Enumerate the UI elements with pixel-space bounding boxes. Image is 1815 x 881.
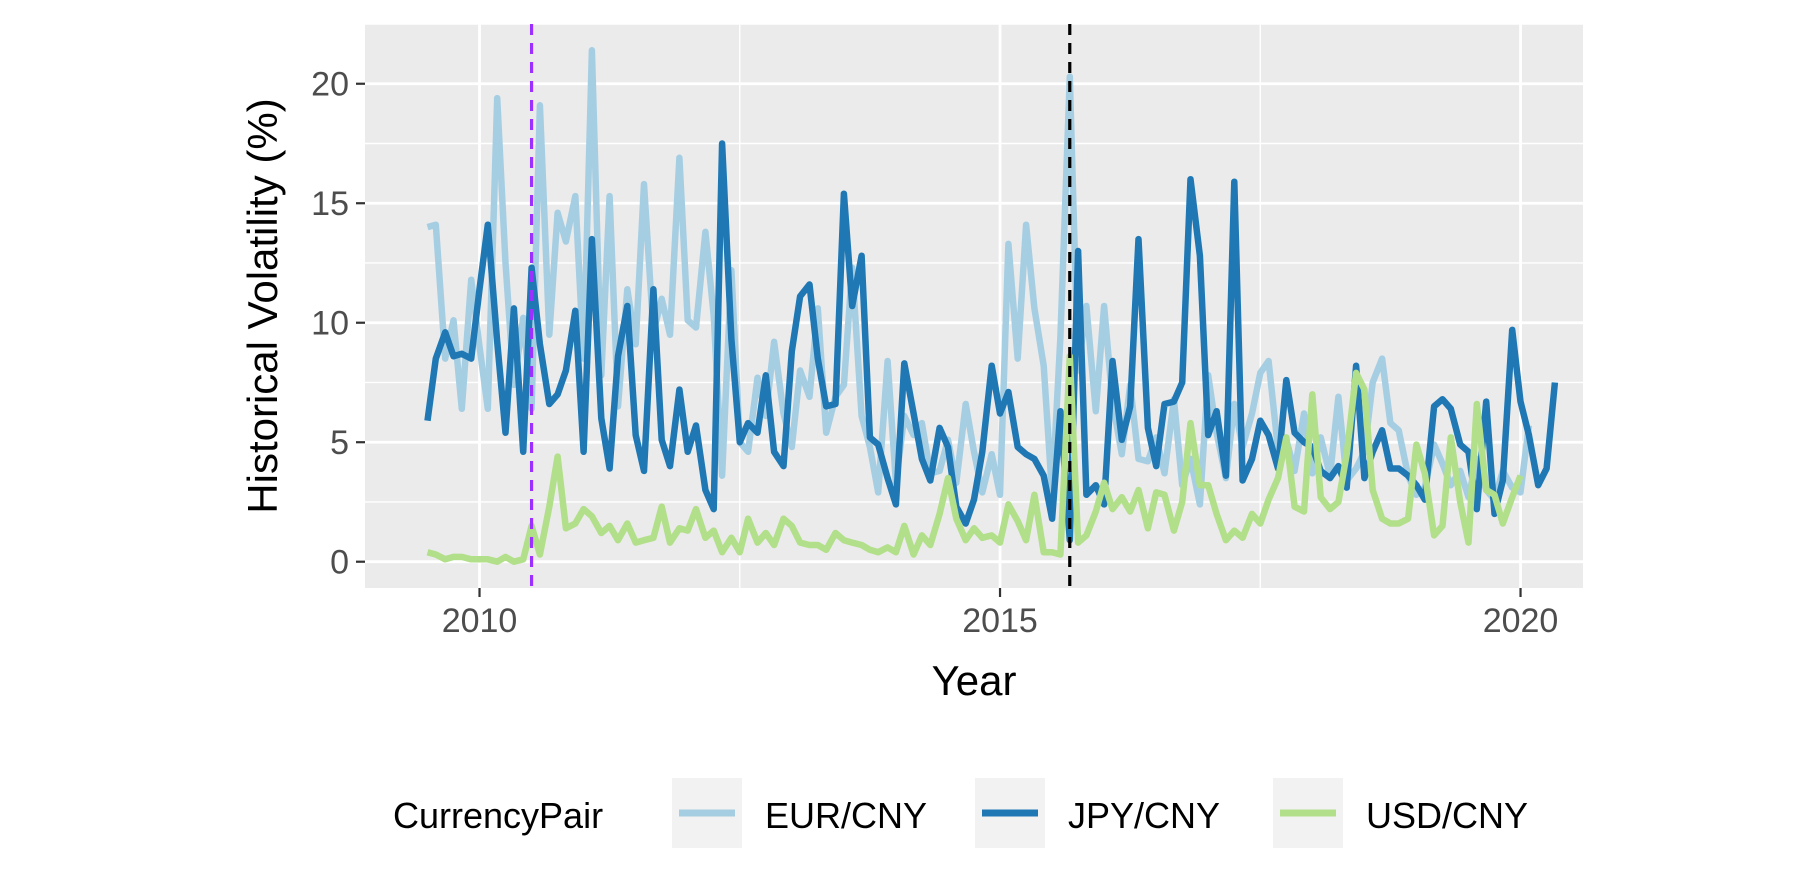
x-tick-label: 2020 <box>1483 602 1559 640</box>
y-tick-label: 20 <box>311 66 349 104</box>
series-line-usd-cny <box>426 352 1524 565</box>
legend-title: CurrencyPair <box>393 795 603 836</box>
y-axis-title: Historical Volatility (%) <box>239 98 286 513</box>
x-tick-label: 2010 <box>442 602 518 640</box>
x-axis-title: Year <box>932 657 1017 704</box>
y-tick-label: 0 <box>330 544 349 582</box>
x-tick-label: 2015 <box>962 602 1038 640</box>
y-tick-label: 10 <box>311 305 349 343</box>
series-lines <box>424 47 1559 565</box>
x-axis: 2010 2015 2020 <box>442 588 1559 640</box>
minor-gridlines <box>365 23 1583 588</box>
series-line-jpy-cny <box>424 140 1559 544</box>
legend-label: USD/CNY <box>1366 795 1528 836</box>
legend-label: EUR/CNY <box>765 795 927 836</box>
legend-label: JPY/CNY <box>1068 795 1220 836</box>
legend: CurrencyPair EUR/CNY JPY/CNY USD/CNY <box>393 778 1528 848</box>
y-axis: 0 5 10 15 20 <box>311 66 365 582</box>
y-tick-label: 15 <box>311 185 349 223</box>
major-gridlines <box>365 24 1583 588</box>
y-tick-label: 5 <box>330 424 349 462</box>
